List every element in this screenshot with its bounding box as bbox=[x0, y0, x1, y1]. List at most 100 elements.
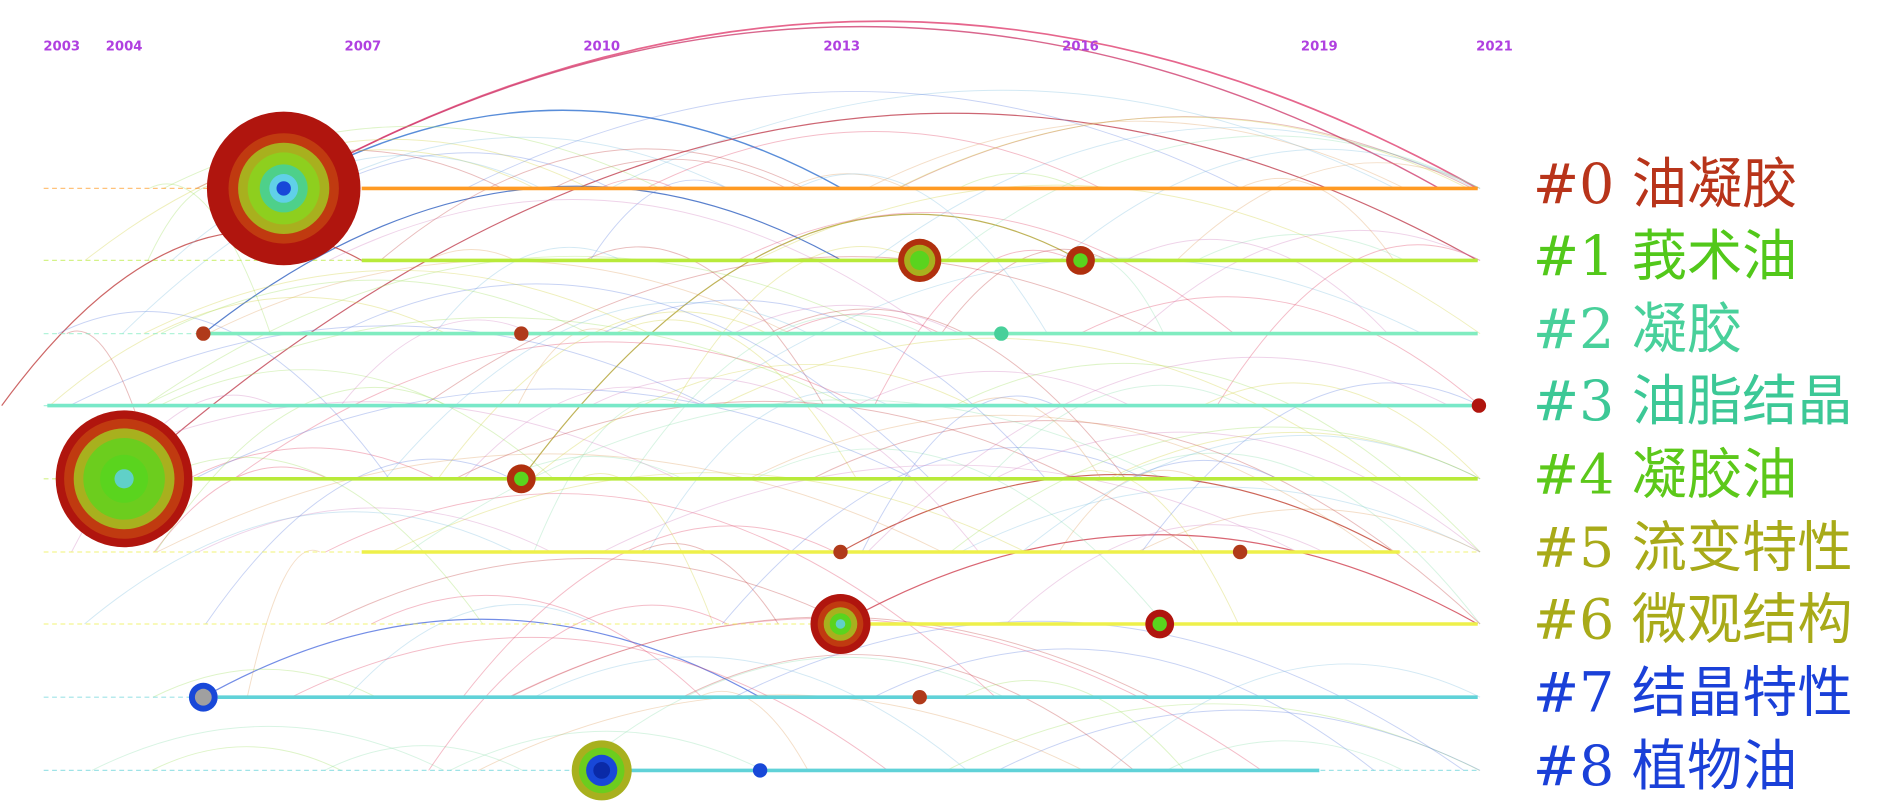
arc bbox=[873, 648, 1375, 771]
arc bbox=[152, 668, 377, 698]
arc bbox=[1108, 431, 1481, 480]
cluster-label: #6 微观结构 bbox=[1533, 589, 1853, 653]
cluster-label: #2 凝胶 bbox=[1533, 298, 1742, 362]
cluster-label: #0 油凝胶 bbox=[1533, 153, 1797, 217]
arc bbox=[960, 486, 1481, 553]
arc bbox=[872, 127, 1476, 261]
arc bbox=[122, 136, 729, 334]
arc bbox=[370, 594, 703, 698]
arc bbox=[423, 256, 1161, 406]
cluster-label: #1 莪术油 bbox=[1533, 225, 1797, 289]
arc bbox=[958, 172, 1079, 189]
arc bbox=[508, 617, 1262, 771]
arc bbox=[156, 456, 484, 625]
arc bbox=[552, 158, 788, 189]
arc bbox=[384, 301, 810, 480]
arc bbox=[811, 420, 1481, 625]
arc bbox=[1125, 238, 1388, 334]
labels: 2003 2004 2007 2010 2013 2016 2019 2021 #0 油凝胶 #1… bbox=[43, 39, 1852, 799]
arc bbox=[945, 135, 1481, 261]
node bbox=[912, 690, 927, 705]
arc bbox=[283, 109, 843, 190]
arc bbox=[954, 362, 1481, 553]
arc bbox=[428, 604, 728, 771]
cluster-label: #5 流变特性 bbox=[1533, 517, 1853, 581]
year-label: 2003 bbox=[43, 39, 80, 54]
cluster-label: #3 油脂结晶 bbox=[1533, 370, 1853, 434]
arc bbox=[325, 152, 612, 189]
arc bbox=[325, 493, 996, 698]
arc bbox=[840, 474, 1394, 553]
year-label: 2004 bbox=[106, 39, 143, 54]
arc bbox=[896, 116, 1469, 189]
arc bbox=[437, 311, 768, 480]
arc bbox=[748, 414, 1377, 553]
arc bbox=[390, 472, 1026, 553]
year-label: 2016 bbox=[1062, 39, 1099, 54]
node-ring bbox=[514, 471, 529, 486]
arc bbox=[578, 473, 714, 625]
arc bbox=[796, 173, 1048, 334]
arc bbox=[986, 384, 1244, 480]
arc bbox=[69, 325, 708, 407]
arc bbox=[1141, 382, 1481, 553]
arc bbox=[156, 453, 943, 553]
arc bbox=[434, 246, 622, 334]
cluster-label: #8 植物油 bbox=[1533, 735, 1797, 799]
arc bbox=[1005, 524, 1324, 625]
arc bbox=[614, 319, 857, 480]
arc bbox=[203, 618, 761, 698]
arc bbox=[873, 249, 1074, 406]
arc bbox=[533, 656, 968, 771]
arc bbox=[346, 604, 595, 698]
node-ring bbox=[910, 250, 930, 270]
arc bbox=[160, 279, 590, 335]
arc bbox=[1108, 663, 1481, 771]
arc bbox=[462, 525, 836, 698]
arc bbox=[283, 20, 1479, 190]
arc bbox=[325, 558, 850, 625]
arc bbox=[861, 395, 1056, 553]
arc bbox=[533, 398, 685, 553]
arc bbox=[1129, 460, 1278, 480]
arc bbox=[1021, 434, 1481, 553]
arc bbox=[1137, 508, 1481, 553]
node-ring bbox=[276, 181, 291, 196]
year-label: 2007 bbox=[345, 39, 382, 54]
arc bbox=[994, 431, 1481, 553]
arc bbox=[148, 183, 271, 334]
arc bbox=[647, 391, 890, 553]
arc bbox=[721, 447, 1146, 625]
node bbox=[1471, 398, 1487, 413]
arc bbox=[91, 725, 445, 771]
arc bbox=[143, 269, 651, 335]
arc bbox=[1112, 452, 1481, 625]
arc bbox=[584, 246, 825, 406]
arc bbox=[855, 370, 1131, 407]
arc bbox=[246, 549, 321, 698]
arc bbox=[193, 388, 914, 480]
arc bbox=[645, 131, 1102, 189]
year-label: 2010 bbox=[583, 39, 620, 54]
node-ring bbox=[1152, 616, 1167, 632]
arc bbox=[151, 746, 342, 771]
arc bbox=[283, 25, 1440, 190]
arc bbox=[328, 199, 935, 334]
arc bbox=[517, 328, 613, 406]
arc bbox=[782, 313, 941, 335]
node bbox=[994, 326, 1009, 341]
arc bbox=[188, 447, 437, 480]
arc bbox=[123, 112, 1478, 480]
arc bbox=[205, 458, 513, 625]
arc bbox=[609, 89, 1396, 189]
nodes bbox=[55, 111, 1487, 801]
node-ring bbox=[593, 762, 611, 779]
arc bbox=[866, 120, 1405, 189]
arc bbox=[590, 377, 980, 553]
year-label: 2019 bbox=[1301, 39, 1338, 54]
arc bbox=[840, 534, 1478, 625]
arc bbox=[946, 703, 1480, 771]
arc bbox=[1061, 470, 1239, 625]
arc bbox=[1216, 244, 1481, 406]
